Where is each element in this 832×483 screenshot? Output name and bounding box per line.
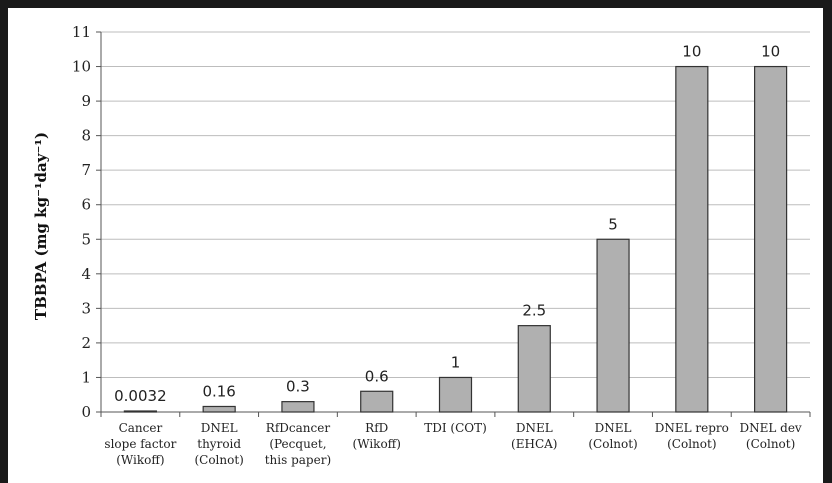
y-tick-labels: 0 1 2 3 4 5 6 7 8 9 10 11: [72, 23, 91, 421]
bar: [360, 390, 394, 413]
category-label: DNEL thyroid (Colnot): [194, 421, 243, 467]
bar: [596, 238, 630, 413]
y-tick-label: 0: [81, 403, 91, 421]
bar: [754, 65, 788, 413]
data-label: 0.6: [365, 367, 389, 385]
data-label: 2.5: [522, 302, 546, 320]
bar: [675, 65, 709, 413]
bar: [202, 405, 236, 413]
y-tick-label: 1: [81, 368, 91, 386]
y-tick-label: 9: [81, 92, 91, 110]
bar: [438, 376, 473, 413]
category-label: DNEL repro (Colnot): [655, 421, 729, 451]
y-tick-label: 6: [81, 196, 91, 214]
category-label: TDI (COT): [424, 421, 487, 435]
category-label: DNEL dev (Colnot): [739, 421, 801, 451]
y-tick-label: 4: [81, 265, 91, 283]
data-label: 10: [682, 43, 701, 61]
y-tick-label: 5: [81, 230, 91, 248]
y-tick-label: 3: [81, 299, 91, 317]
bars: [123, 65, 788, 413]
category-label: DNEL (EHCA): [511, 421, 557, 451]
y-axis-label: TBBPA (mg kg⁻¹day⁻¹): [32, 132, 50, 320]
y-tick-label: 11: [72, 23, 91, 41]
y-tick-label: 7: [81, 161, 91, 179]
bar-chart: 0 1 2 3 4 5 6 7 8 9 10 11 0.0032 0.16 0.3 0.6 1 2.5 5 10 10…: [32, 23, 811, 467]
bar: [517, 325, 551, 413]
category-label: Cancer slope factor (Wikoff): [104, 421, 176, 467]
category-label: RfDcancer (Pecquet, this paper): [265, 421, 331, 467]
category-label: DNEL (Colnot): [588, 421, 637, 451]
bar: [123, 410, 157, 413]
bar: [281, 401, 315, 413]
category-labels: Cancer slope factor (Wikoff) DNEL thyroid (Co…: [104, 421, 802, 467]
data-label: 0.0032: [114, 387, 167, 405]
data-label: 5: [608, 215, 618, 233]
data-label: 0.16: [202, 382, 235, 400]
data-label: 10: [761, 43, 780, 61]
data-labels: 0.0032 0.16 0.3 0.6 1 2.5 5 10 10: [114, 43, 780, 405]
category-label: RfD (Wikoff): [353, 421, 401, 451]
y-tick-label: 2: [81, 334, 91, 352]
y-tick-label: 10: [72, 58, 91, 76]
data-label: 1: [451, 353, 461, 371]
data-label: 0.3: [286, 378, 310, 396]
y-tick-label: 8: [81, 127, 91, 145]
